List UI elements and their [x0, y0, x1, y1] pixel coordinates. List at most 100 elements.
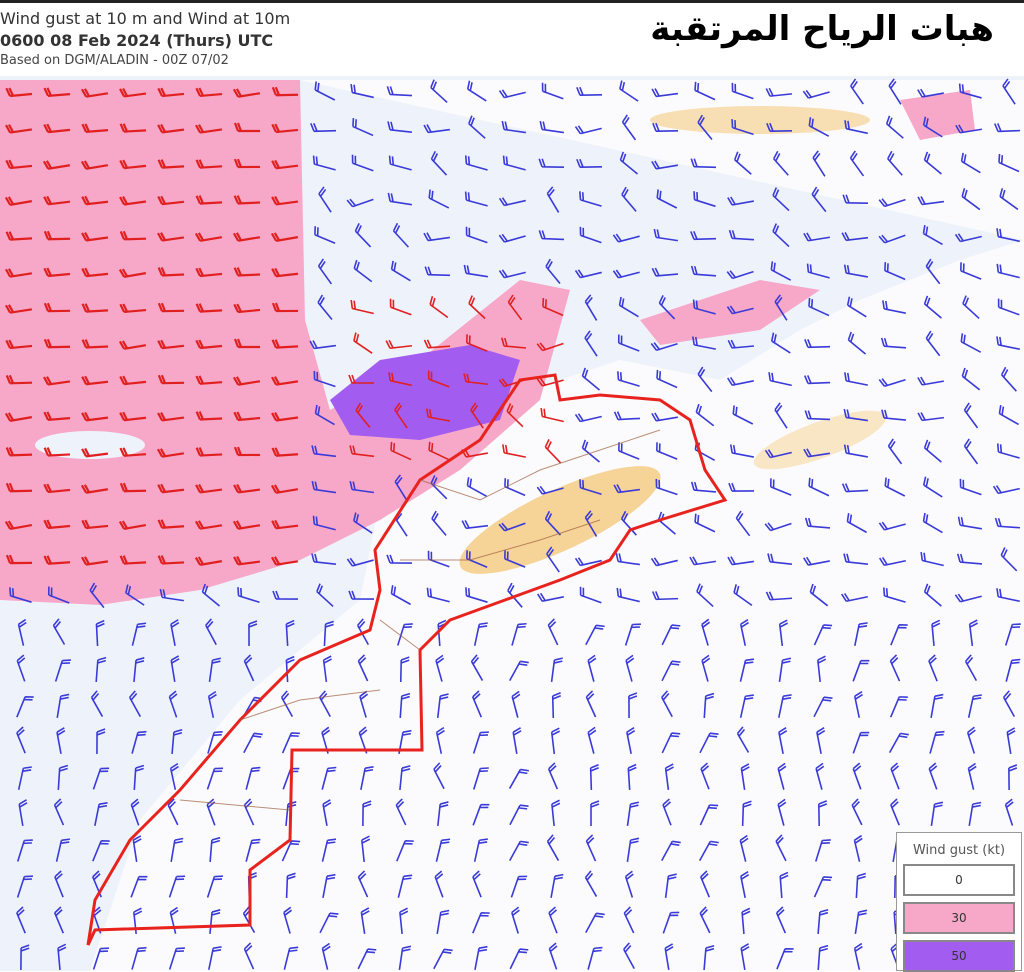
wind-barb: [585, 912, 605, 934]
wind-barb: [697, 366, 713, 393]
wind-barb: [81, 519, 109, 530]
wind-barb: [195, 303, 223, 313]
wind-barb: [954, 233, 982, 243]
wind-barb: [842, 194, 869, 205]
wind-barb: [5, 482, 33, 493]
wind-barb: [207, 731, 223, 754]
wind-barb: [854, 622, 868, 646]
wind-barb: [232, 232, 261, 242]
wind-barb: [661, 732, 681, 754]
wind-barb: [195, 195, 223, 205]
wind-barb: [964, 654, 978, 681]
wind-barb: [585, 624, 605, 646]
wind-barb: [770, 261, 792, 281]
wind-barb: [312, 515, 336, 531]
wind-barb: [997, 298, 1020, 316]
wind-barb: [463, 264, 488, 278]
wind-barb: [579, 191, 602, 207]
wind-barb: [90, 690, 104, 717]
wind-barb: [159, 588, 184, 602]
wind-barb: [808, 117, 830, 137]
wind-barb: [961, 188, 981, 211]
wind-barb: [394, 402, 408, 429]
wind-barb: [466, 477, 487, 498]
gust-50-area: [330, 345, 520, 440]
wind-barb: [960, 333, 982, 353]
wind-barb: [351, 154, 374, 172]
wind-barb: [428, 189, 450, 209]
wind-barb: [999, 188, 1019, 211]
wind-barb: [314, 404, 335, 426]
wind-barb: [651, 591, 679, 601]
wind-barb: [917, 376, 944, 386]
wind-barb: [471, 690, 483, 718]
wind-barb: [817, 655, 827, 683]
wind-barb: [388, 155, 412, 171]
wind-barb: [9, 587, 32, 603]
wind-barb: [548, 942, 558, 970]
wind-barb: [581, 439, 601, 463]
wind-barb: [321, 942, 331, 970]
wind-barb: [119, 196, 147, 206]
wind-barb: [4, 520, 33, 530]
wind-barb: [619, 151, 639, 175]
wind-barb: [626, 837, 640, 863]
wind-barb: [498, 89, 526, 99]
wind-barb: [626, 727, 636, 754]
wind-barb: [547, 762, 559, 790]
wind-barb: [585, 834, 597, 862]
wind-barb: [349, 481, 375, 494]
wind-barb: [271, 267, 299, 278]
wind-barb: [662, 798, 672, 826]
wind-barb: [233, 411, 261, 422]
wind-barb: [923, 151, 942, 175]
wind-barb: [623, 906, 635, 934]
terrain-highlight: [459, 466, 661, 574]
wind-barb: [55, 838, 71, 862]
wind-barb: [841, 231, 869, 242]
wind-barb: [888, 732, 909, 754]
wind-barb: [853, 690, 864, 718]
wind-barb: [928, 762, 938, 790]
wind-barb: [809, 583, 829, 607]
wind-barb: [399, 765, 411, 791]
wind-barb: [357, 654, 369, 682]
wind-barb: [589, 764, 599, 791]
wind-barb: [312, 155, 336, 171]
wind-barb: [194, 232, 223, 242]
wind-barb: [309, 340, 337, 350]
wind-barb: [960, 152, 981, 174]
wind-barb: [498, 233, 526, 243]
legend-item-0: 0: [903, 864, 1015, 896]
wind-barb: [618, 296, 639, 318]
wind-barb: [16, 906, 26, 934]
wind-barb: [813, 624, 833, 646]
wind-barb: [878, 556, 906, 567]
wind-barb: [43, 195, 71, 206]
wind-barb: [157, 159, 185, 169]
wind-barb: [195, 411, 223, 421]
wind-barb: [806, 263, 830, 279]
wind-barb: [5, 87, 33, 98]
wind-barb: [813, 696, 833, 718]
wind-barb: [5, 446, 33, 457]
wind-barb: [392, 222, 410, 248]
wind-barb: [157, 412, 185, 422]
wind-barb: [271, 339, 299, 349]
wind-barb: [473, 838, 488, 862]
wind-barb: [465, 226, 488, 244]
wind-barb: [510, 875, 528, 898]
wind-barb: [551, 799, 561, 827]
wind-barb: [664, 943, 674, 970]
wind-barb: [656, 442, 678, 460]
wind-barb: [1002, 78, 1016, 105]
wind-barb: [119, 303, 147, 314]
wind-barb: [119, 447, 147, 457]
wind-barb: [536, 342, 564, 352]
wind-barb: [878, 521, 906, 531]
wind-barb: [696, 583, 714, 608]
wind-barb: [731, 82, 754, 100]
wind-barb: [544, 510, 562, 536]
wind-barb: [808, 477, 830, 497]
wind-barb: [437, 801, 449, 827]
